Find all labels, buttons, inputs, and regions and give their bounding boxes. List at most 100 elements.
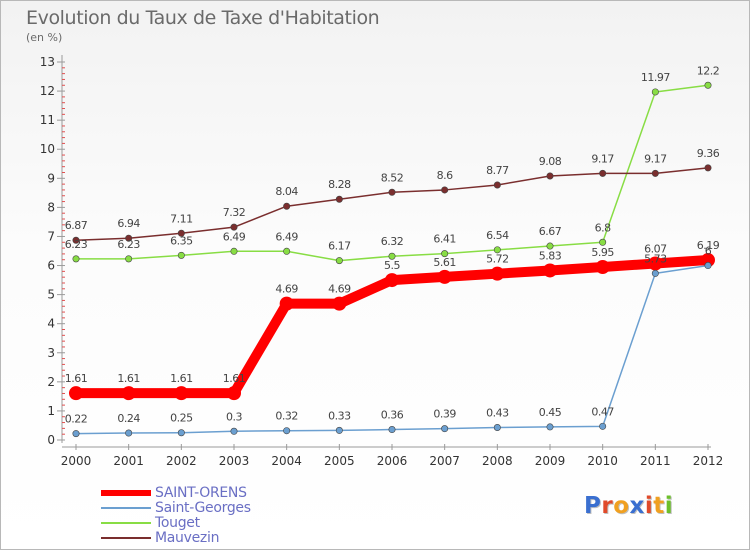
data-point (441, 186, 449, 194)
data-point (283, 427, 291, 435)
data-point (704, 262, 712, 270)
data-point (72, 236, 80, 244)
data-point (335, 195, 343, 203)
data-point (388, 188, 396, 196)
data-label: 0.45 (539, 406, 562, 419)
data-label: 4.69 (275, 283, 298, 296)
data-label: 0.32 (275, 410, 298, 423)
data-point (441, 250, 449, 258)
data-label: 0.33 (328, 409, 351, 422)
data-label: 0.43 (486, 406, 509, 419)
data-label: 6.23 (65, 238, 88, 251)
data-label: 6.23 (117, 238, 140, 251)
data-point (332, 296, 347, 311)
x-tick-label: 2009 (535, 454, 566, 468)
data-label: 5.61 (433, 256, 456, 269)
legend-label: Touget (155, 515, 200, 531)
logo-letter: i (664, 493, 674, 519)
data-label: 7.32 (223, 206, 246, 219)
data-point (177, 229, 185, 237)
data-label: 6.54 (486, 229, 509, 242)
data-point (599, 238, 607, 246)
data-label: 0.3 (226, 410, 242, 423)
x-tick-label: 2004 (271, 454, 302, 468)
y-tick-label: 9 (47, 171, 55, 185)
y-tick-label: 6 (47, 259, 55, 273)
data-label: 1.61 (223, 372, 246, 385)
y-tick-label: 7 (47, 229, 55, 243)
data-point (177, 429, 185, 437)
x-tick-label: 2003 (219, 454, 250, 468)
data-label: 8.77 (486, 164, 509, 177)
data-point (177, 251, 185, 259)
data-label: 12.2 (697, 64, 720, 77)
data-label: 8.6 (437, 169, 453, 182)
legend-label: Saint-Georges (155, 500, 251, 516)
data-point (651, 88, 659, 96)
data-point (543, 263, 557, 278)
data-point (121, 386, 136, 401)
data-point (230, 247, 238, 255)
y-tick-label: 11 (40, 113, 55, 127)
data-label: 6.87 (65, 219, 88, 232)
data-point (493, 246, 501, 254)
data-label: 5.73 (644, 252, 667, 265)
proxiti-logo: Proxiti (584, 493, 673, 519)
data-point (388, 426, 396, 434)
data-point (648, 256, 663, 271)
data-label: 6.35 (170, 234, 193, 247)
y-tick-label: 4 (47, 317, 55, 331)
data-point (72, 430, 80, 438)
data-label: 6 (705, 245, 712, 258)
data-point (283, 202, 291, 210)
legend-swatch (101, 522, 151, 524)
data-point (230, 427, 238, 435)
data-point (493, 423, 501, 431)
data-label: 8.52 (381, 171, 404, 184)
data-label: 0.47 (591, 405, 614, 418)
x-tick-label: 2000 (61, 454, 92, 468)
y-tick-label: 0 (47, 433, 55, 447)
data-point (493, 181, 501, 189)
chart-subtitle: (en %) (26, 31, 63, 44)
data-label: 6.32 (381, 235, 404, 248)
x-tick-label: 2010 (587, 454, 618, 468)
legend-swatch (101, 490, 151, 496)
data-point (174, 386, 189, 401)
data-point (651, 169, 659, 177)
data-label: 9.36 (697, 147, 720, 160)
data-label: 5.95 (591, 246, 614, 259)
legend-swatch (101, 507, 151, 509)
y-tick-label: 3 (47, 346, 55, 360)
legend-label: SAINT-ORENS (155, 485, 247, 501)
data-point (283, 247, 291, 255)
data-label: 6.8 (595, 221, 611, 234)
data-label: 0.22 (65, 413, 88, 426)
logo-letter: r (601, 493, 614, 519)
data-point (388, 252, 396, 260)
data-label: 6.49 (223, 230, 246, 243)
data-point (125, 429, 133, 437)
data-label: 6.94 (117, 217, 140, 230)
y-tick-label: 8 (47, 200, 55, 214)
legend-swatch (101, 537, 151, 539)
data-point (701, 253, 715, 268)
data-label: 8.28 (328, 178, 351, 191)
data-label: 11.97 (641, 71, 670, 84)
data-label: 6.19 (697, 239, 720, 252)
data-label: 6.17 (328, 240, 351, 253)
data-label: 9.08 (539, 155, 562, 168)
data-point (704, 81, 712, 89)
y-tick-label: 13 (40, 55, 55, 69)
data-point (385, 273, 399, 288)
data-point (72, 255, 80, 263)
x-tick-label: 2005 (324, 454, 355, 468)
data-label: 5.72 (486, 253, 509, 266)
logo-letter: x (629, 493, 645, 519)
data-point (69, 386, 83, 401)
x-tick-label: 2006 (377, 454, 408, 468)
logo-letter: i (644, 493, 654, 519)
logo-letter: P (584, 493, 602, 519)
data-point (651, 269, 659, 277)
